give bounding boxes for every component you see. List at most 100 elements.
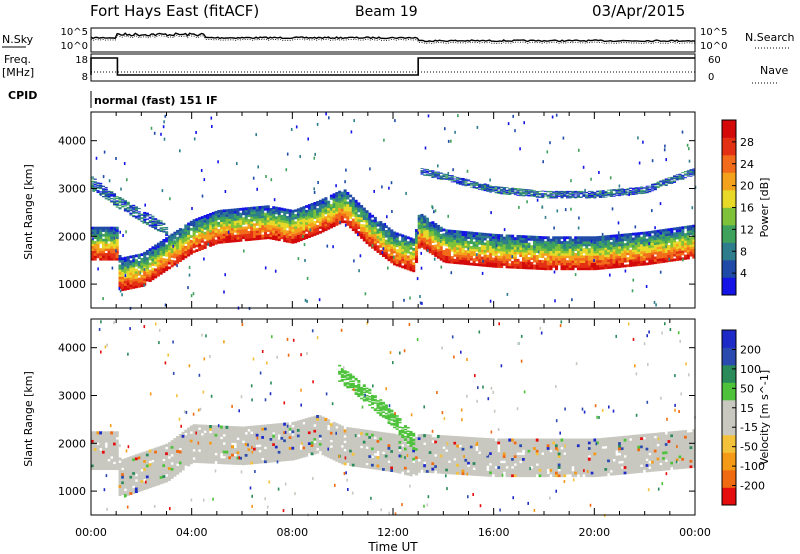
heatmap-cell bbox=[167, 464, 171, 468]
heatmap-cell bbox=[113, 453, 117, 457]
heatmap-cell bbox=[544, 262, 548, 266]
heatmap-cell bbox=[126, 207, 130, 209]
heatmap-cell bbox=[670, 182, 674, 184]
heatmap-cell bbox=[489, 191, 493, 193]
heatmap-cell bbox=[272, 237, 276, 240]
heatmap-cell bbox=[593, 260, 597, 263]
heatmap-cell bbox=[96, 453, 100, 457]
heatmap-cell bbox=[214, 213, 218, 217]
heatmap-cell bbox=[629, 237, 633, 241]
heatmap-cell bbox=[118, 202, 122, 204]
heatmap-cell bbox=[453, 237, 457, 240]
heatmap-cell bbox=[382, 230, 386, 234]
heatmap-cell bbox=[593, 191, 597, 193]
heatmap-cell bbox=[296, 227, 300, 231]
heatmap-cell bbox=[673, 175, 677, 177]
heatmap-cell bbox=[192, 245, 196, 249]
heatmap-cell bbox=[335, 201, 339, 205]
heatmap-cell bbox=[316, 217, 320, 221]
heatmap-cell bbox=[574, 260, 578, 263]
heatmap-cell bbox=[258, 227, 262, 231]
heatmap-cell bbox=[200, 430, 204, 434]
heatmap-cell bbox=[555, 255, 559, 259]
heatmap-cell bbox=[203, 441, 207, 445]
heatmap-cell bbox=[206, 228, 210, 232]
heatmap-cell bbox=[497, 187, 501, 189]
heatmap-cell bbox=[475, 183, 479, 185]
heatmap-cell bbox=[269, 224, 273, 228]
heatmap-cell bbox=[354, 223, 358, 227]
heatmap-cell bbox=[502, 190, 506, 192]
heatmap-cell bbox=[178, 256, 182, 260]
heatmap-cell bbox=[118, 200, 122, 202]
heatmap-cell bbox=[500, 262, 504, 266]
heatmap-cell bbox=[371, 222, 375, 225]
heatmap-cell bbox=[129, 212, 133, 214]
heatmap-cell bbox=[354, 226, 358, 229]
scatter-point bbox=[427, 114, 430, 118]
heatmap-cell bbox=[107, 253, 111, 256]
scatter-point bbox=[437, 164, 439, 168]
heatmap-cell bbox=[555, 190, 559, 192]
heatmap-cell bbox=[209, 229, 213, 233]
heatmap-cell bbox=[464, 231, 468, 234]
heatmap-cell bbox=[555, 245, 559, 249]
heatmap-cell bbox=[159, 459, 163, 463]
heatmap-cell bbox=[283, 217, 287, 221]
heatmap-cell bbox=[601, 235, 605, 239]
heatmap-cell bbox=[93, 181, 97, 183]
heatmap-cell bbox=[200, 460, 204, 464]
heatmap-cell bbox=[162, 452, 166, 457]
heatmap-cell bbox=[436, 229, 440, 233]
heatmap-cell bbox=[357, 207, 361, 210]
heatmap-cell bbox=[645, 252, 649, 256]
heatmap-cell bbox=[371, 241, 375, 244]
scatter-point bbox=[686, 143, 689, 147]
heatmap-cell bbox=[115, 226, 119, 230]
heatmap-cell bbox=[560, 243, 564, 247]
heatmap-cell bbox=[425, 227, 429, 230]
heatmap-cell bbox=[500, 187, 504, 189]
heatmap-cell bbox=[675, 236, 679, 240]
heatmap-cell bbox=[96, 436, 100, 440]
heatmap-cell bbox=[453, 176, 457, 178]
heatmap-cell bbox=[195, 230, 199, 233]
heatmap-cell bbox=[296, 239, 300, 243]
heatmap-cell bbox=[502, 258, 506, 261]
heatmap-cell bbox=[222, 216, 226, 220]
heatmap-cell bbox=[258, 237, 262, 240]
heatmap-cell bbox=[681, 175, 685, 177]
heatmap-cell bbox=[132, 283, 136, 287]
heatmap-cell bbox=[220, 236, 224, 239]
heatmap-cell bbox=[104, 187, 108, 189]
heatmap-cell bbox=[620, 252, 624, 256]
heatmap-cell bbox=[431, 233, 435, 236]
heatmap-cell bbox=[173, 473, 177, 477]
heatmap-cell bbox=[360, 233, 364, 237]
heatmap-cell bbox=[533, 195, 537, 196]
heatmap-cell bbox=[401, 248, 405, 252]
heatmap-cell bbox=[684, 235, 688, 239]
heatmap-cell bbox=[220, 233, 224, 237]
heatmap-cell bbox=[686, 171, 690, 173]
heatmap-cell bbox=[579, 267, 583, 271]
heatmap-cell bbox=[596, 250, 600, 254]
heatmap-cell bbox=[535, 243, 539, 246]
heatmap-cell bbox=[159, 464, 163, 468]
heatmap-cell bbox=[200, 427, 204, 431]
heatmap-cell bbox=[659, 185, 663, 187]
heatmap-cell bbox=[670, 227, 674, 231]
heatmap-cell bbox=[225, 211, 229, 215]
heatmap-cell bbox=[102, 233, 106, 237]
colorbar-segment bbox=[722, 137, 736, 156]
heatmap-cell bbox=[450, 178, 454, 180]
heatmap-cell bbox=[415, 231, 419, 235]
heatmap-cell bbox=[165, 468, 169, 472]
heatmap-cell bbox=[338, 207, 342, 211]
heatmap-cell bbox=[332, 193, 336, 197]
heatmap-cell bbox=[307, 220, 311, 224]
heatmap-cell bbox=[560, 248, 564, 251]
heatmap-cell bbox=[582, 265, 586, 268]
heatmap-cell bbox=[480, 183, 484, 185]
heatmap-cell bbox=[664, 238, 668, 241]
